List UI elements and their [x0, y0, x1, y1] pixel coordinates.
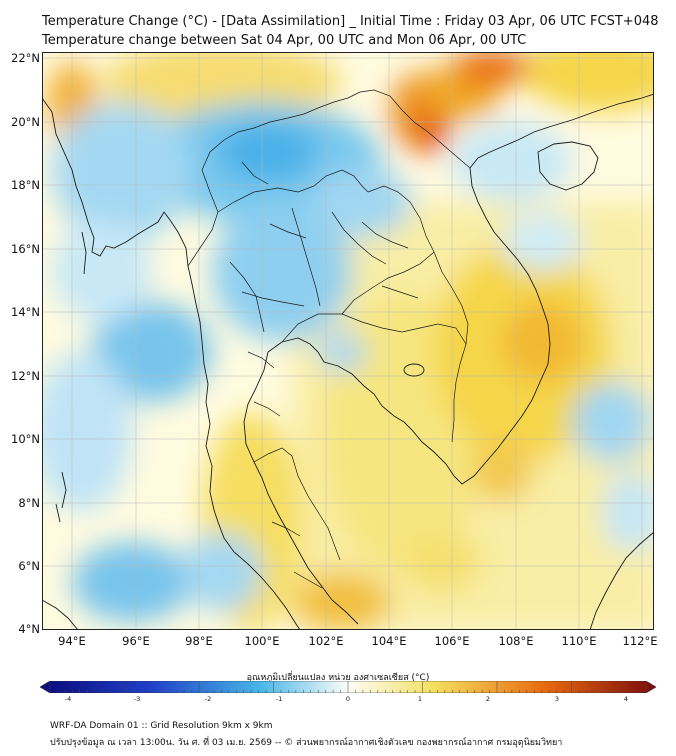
colorbar-tick--1: -1: [275, 695, 283, 703]
colorbar-tick--2: -2: [204, 695, 212, 703]
lon-label-100e: 100°E: [244, 634, 280, 648]
map-title: Temperature Change (°C) - [Data Assimila…: [42, 12, 659, 50]
lon-label-104e: 104°E: [371, 634, 407, 648]
map-panel: [42, 52, 654, 630]
lon-label-94e: 94°E: [58, 634, 86, 648]
map-border: [42, 52, 654, 630]
lat-label-22n: 22°N: [11, 51, 40, 65]
footer-update-info: ปรับปรุงข้อมูล ณ เวลา 13:00น. วัน ศ. ที่…: [50, 738, 563, 748]
lat-label-10n: 10°N: [11, 432, 40, 446]
colorbar-tick-4: 4: [623, 695, 629, 703]
borders: [187, 89, 471, 589]
lat-label-20n: 20°N: [11, 115, 40, 129]
lon-label-108e: 108°E: [498, 634, 534, 648]
colorbar-tick-1: 1: [417, 695, 423, 703]
colorbar: [40, 681, 656, 693]
lon-label-112e: 112°E: [622, 634, 658, 648]
footer-model-info: WRF-DA Domain 01 :: Grid Resolution 9km …: [50, 721, 273, 731]
temperature-change-map: [42, 52, 654, 630]
coastlines: [42, 93, 654, 630]
temperature-field: [42, 52, 654, 630]
lon-label-106e: 106°E: [434, 634, 470, 648]
lat-label-12n: 12°N: [11, 369, 40, 383]
lon-label-96e: 96°E: [122, 634, 150, 648]
title-line-1: Temperature Change (°C) - [Data Assimila…: [42, 14, 659, 29]
colorbar-title: อุณหภูมิเปลี่ยนแปลง หน่วย องศาเซลเซียส (…: [246, 673, 430, 683]
lat-label-6n: 6°N: [18, 559, 40, 573]
colorbar-tick-3: 3: [554, 695, 560, 703]
lat-label-8n: 8°N: [18, 496, 40, 510]
lon-label-110e: 110°E: [561, 634, 597, 648]
lat-label-14n: 14°N: [11, 305, 40, 319]
colorbar-tick--4: -4: [64, 695, 72, 703]
lon-label-98e: 98°E: [185, 634, 213, 648]
colorbar-tick--3: -3: [133, 695, 141, 703]
title-line-2: Temperature change between Sat 04 Apr, 0…: [42, 33, 527, 48]
lon-label-102e: 102°E: [308, 634, 344, 648]
lat-label-16n: 16°N: [11, 242, 40, 256]
lat-label-18n: 18°N: [11, 178, 40, 192]
lat-label-4n: 4°N: [18, 622, 40, 636]
colorbar-tick-0: 0: [345, 695, 351, 703]
graticule: [42, 52, 654, 630]
colorbar-tick-2: 2: [485, 695, 491, 703]
